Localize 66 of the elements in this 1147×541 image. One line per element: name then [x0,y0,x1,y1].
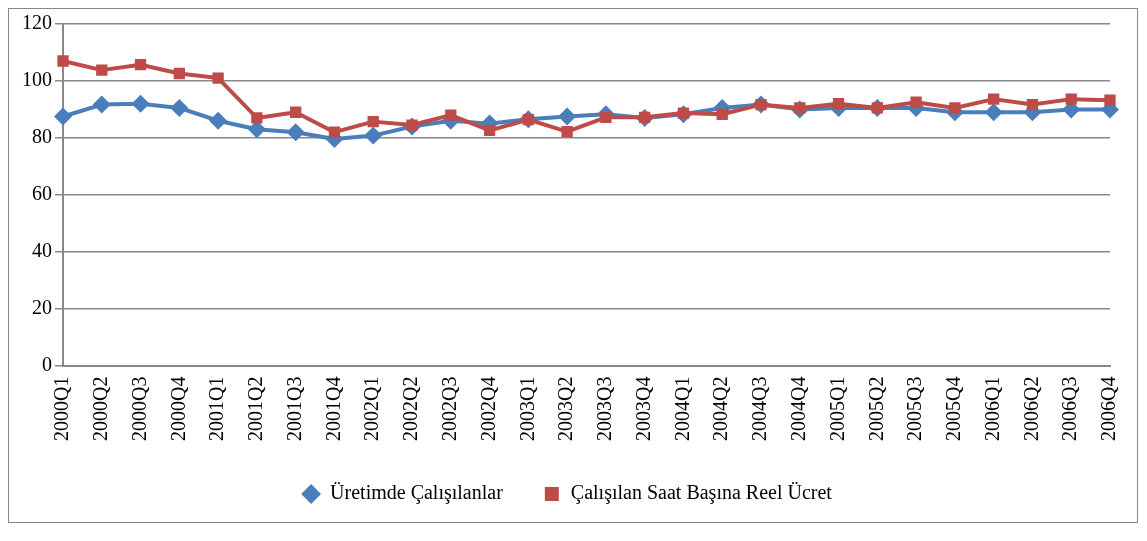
point [716,108,728,120]
point [57,55,69,67]
legend-label: Çalışılan Saat Başına Reel Ücret [570,481,833,505]
point [173,67,185,80]
point [251,112,263,124]
y-tick-label: 40 [32,238,52,261]
point [209,111,228,130]
point [328,126,341,138]
point [483,124,496,137]
x-tick-label: 2000Q4 [166,376,189,442]
point [984,103,1003,122]
x-tick-label: 2000Q3 [127,376,150,442]
point [286,123,305,142]
point [1104,94,1116,106]
x-tick-label: 2005Q2 [864,376,887,442]
x-tick-label: 2005Q3 [903,376,926,442]
point [134,59,147,71]
point [92,95,111,114]
x-tick-label: 2006Q4 [1097,376,1120,442]
point [949,102,961,114]
point [170,98,189,117]
x-tick-label: 2005Q1 [825,376,848,442]
legend-label: Üretimde Çalışılanlar [330,481,504,505]
point [1065,93,1077,105]
point [290,106,302,118]
x-tick-label: 2003Q3 [593,376,616,442]
point [364,126,383,145]
point [96,64,108,76]
point [1026,98,1039,111]
x-tick-label: 2004Q1 [670,376,693,442]
x-tick-label: 2005Q4 [942,376,965,442]
x-tick-label: 2004Q2 [709,376,732,442]
y-tick-label: 120 [22,11,52,34]
x-tick-label: 2002Q1 [360,376,383,442]
y-tick-label: 100 [22,68,52,91]
y-tick-label: 80 [32,125,52,148]
x-tick-label: 2006Q1 [980,376,1003,442]
point [54,107,72,126]
x-tick-label: 2003Q4 [631,376,654,442]
x-tick-label: 2002Q3 [438,376,461,442]
x-tick-label: 2003Q2 [554,376,577,442]
x-tick-label: 2003Q1 [515,376,538,442]
point [558,107,577,126]
point [212,72,224,84]
x-tick-label: 2004Q3 [748,376,771,442]
x-tick-label: 2002Q4 [476,376,499,442]
point [988,93,1000,105]
x-tick-label: 2001Q1 [205,376,228,442]
x-tick-label: 2000Q2 [89,376,112,442]
x-tick-label: 2001Q4 [321,376,344,442]
y-tick-label: 20 [32,295,52,318]
point [367,115,379,128]
x-tick-label: 2006Q2 [1019,376,1042,442]
point [445,109,457,121]
x-tick-label: 2004Q4 [787,376,810,442]
y-tick-label: 60 [32,182,52,205]
point [832,98,845,110]
point [561,125,573,138]
point [910,96,922,108]
x-tick-label: 2006Q3 [1058,376,1081,442]
point [131,94,150,113]
x-tick-label: 2002Q2 [399,376,422,442]
x-tick-label: 2000Q1 [50,376,73,442]
x-tick-label: 2001Q3 [282,376,305,442]
y-tick-label: 0 [42,352,52,375]
x-tick-label: 2001Q2 [244,376,267,442]
